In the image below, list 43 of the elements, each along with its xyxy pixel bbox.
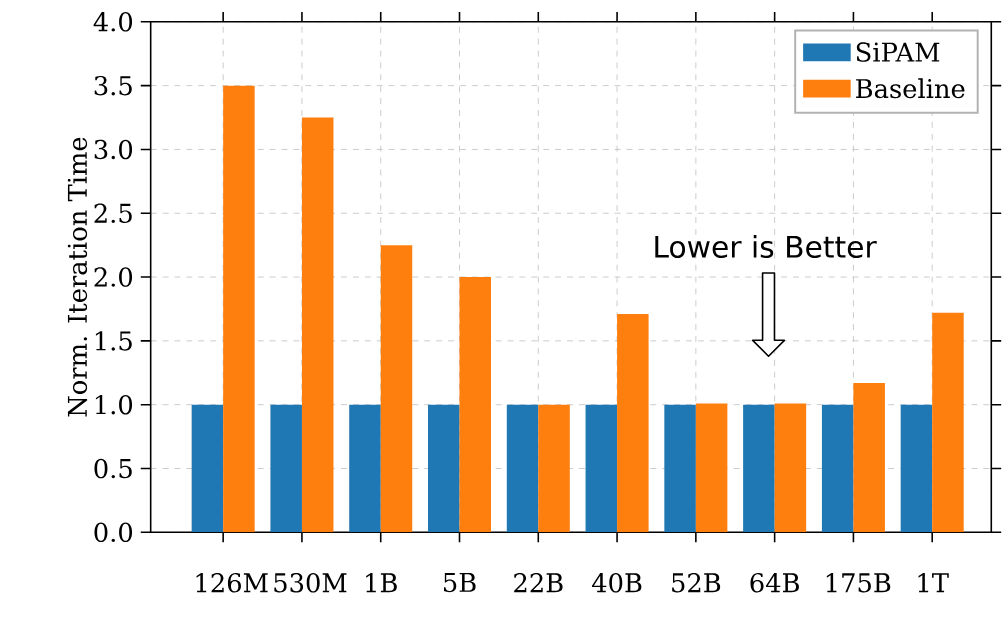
bar — [821, 404, 854, 533]
bar — [617, 314, 649, 533]
bar — [380, 245, 413, 533]
bar — [301, 117, 334, 533]
bar — [428, 404, 460, 533]
y-tick-label: 3.0 — [94, 139, 133, 160]
bar — [349, 404, 381, 533]
x-tick-label: 126M — [196, 573, 268, 593]
bar — [743, 404, 775, 533]
bar — [664, 404, 696, 533]
y-tick-label: 2.0 — [94, 267, 133, 288]
bar — [932, 313, 964, 533]
bar — [853, 383, 885, 533]
y-tick-label: 4.0 — [93, 12, 133, 32]
x-tick-label: 64B — [750, 573, 799, 593]
bar — [191, 404, 224, 533]
y-tick-label: 3.5 — [94, 76, 132, 96]
bar — [506, 404, 539, 533]
bar — [223, 85, 255, 533]
legend-label: SiPAM — [856, 42, 940, 63]
x-tick-label: 1B — [366, 573, 397, 593]
bar — [538, 404, 570, 533]
y-tick-label: 1.0 — [95, 395, 133, 415]
x-tick-label: 530M — [274, 573, 347, 593]
bar — [695, 403, 728, 533]
x-tick-label: 22B — [514, 573, 563, 593]
annotation: Lower is Better — [655, 235, 877, 259]
x-tick-label: 1T — [918, 573, 949, 593]
y-tick-label: 2.5 — [94, 203, 132, 224]
x-tick-label: 5B — [444, 573, 476, 593]
y-tick-label: 0.5 — [94, 459, 132, 479]
x-tick-label: 52B — [672, 573, 721, 593]
bar — [900, 404, 933, 533]
y-tick-label: 0.0 — [94, 522, 133, 543]
bar — [774, 403, 807, 533]
x-tick-label: 40B — [592, 573, 642, 593]
bar — [459, 277, 492, 533]
y-axis-title: Norm. Iteration Time — [67, 137, 88, 417]
y-tick-label: 1.5 — [95, 331, 132, 351]
bar — [270, 404, 302, 533]
x-tick-label: 175B — [826, 573, 891, 593]
bar — [585, 404, 618, 533]
legend-label: Baseline — [856, 78, 965, 99]
